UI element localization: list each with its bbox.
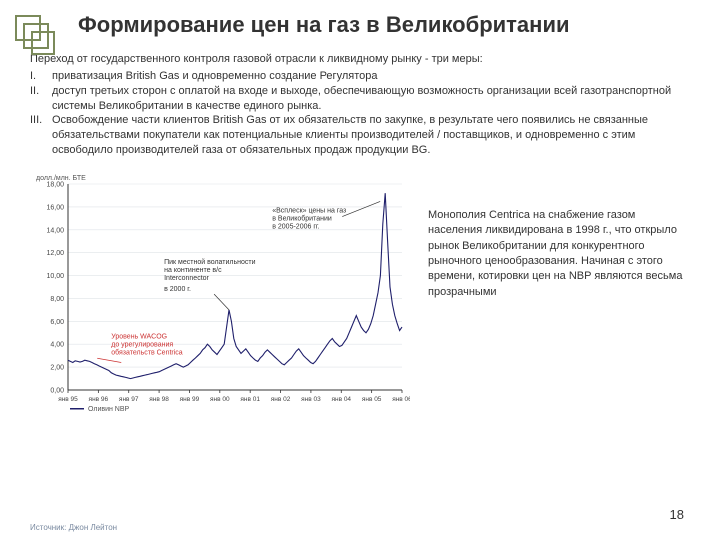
svg-text:янв 04: янв 04 — [331, 396, 351, 403]
svg-text:янв 05: янв 05 — [362, 396, 382, 403]
page-title: Формирование цен на газ в Великобритании — [78, 12, 690, 38]
svg-text:янв 99: янв 99 — [180, 396, 200, 403]
item-text: Освобождение части клиентов British Gas … — [52, 113, 690, 158]
item-num: I. — [30, 69, 48, 84]
svg-text:14,00: 14,00 — [46, 227, 64, 234]
svg-text:янв 97: янв 97 — [119, 396, 139, 403]
svg-text:4,00: 4,00 — [50, 342, 64, 349]
svg-text:янв 02: янв 02 — [271, 396, 291, 403]
item-row: III. Освобождение части клиентов British… — [30, 113, 690, 158]
side-paragraph: Монополия Centrica на снабжение газом на… — [428, 208, 690, 300]
item-row: I. приватизация British Gas и одновремен… — [30, 69, 690, 84]
intro-block: Переход от государственного контроля газ… — [30, 52, 690, 158]
svg-text:18,00: 18,00 — [46, 181, 64, 188]
item-num: III. — [30, 113, 48, 158]
svg-text:янв 95: янв 95 — [58, 396, 78, 403]
svg-text:Уровень WACOG: Уровень WACOG — [111, 333, 167, 340]
item-row: II. доступ третьих сторон с оплатой на в… — [30, 84, 690, 114]
svg-text:в 2000 г.: в 2000 г. — [164, 286, 191, 293]
svg-text:0,00: 0,00 — [50, 387, 64, 394]
lead-text: Переход от государственного контроля газ… — [30, 52, 690, 67]
svg-text:янв 96: янв 96 — [89, 396, 109, 403]
item-num: II. — [30, 84, 48, 114]
svg-text:Оливин NBP: Оливин NBP — [88, 406, 130, 413]
svg-text:10,00: 10,00 — [46, 273, 64, 280]
svg-text:на континенте в/с: на континенте в/с — [164, 267, 222, 274]
svg-text:до урегулирования: до урегулирования — [111, 341, 173, 348]
page-number: 18 — [670, 507, 684, 522]
svg-text:янв 01: янв 01 — [240, 396, 260, 403]
source-note: Источник: Джон Лейтон — [30, 523, 117, 532]
svg-text:12,00: 12,00 — [46, 250, 64, 257]
svg-text:6,00: 6,00 — [50, 319, 64, 326]
svg-text:янв 00: янв 00 — [210, 396, 230, 403]
item-text: приватизация British Gas и одновременно … — [52, 69, 377, 84]
svg-text:в Великобритании: в Великобритании — [272, 215, 332, 223]
svg-text:Пик местной волатильности: Пик местной волатильности — [164, 258, 255, 266]
svg-text:янв 98: янв 98 — [149, 396, 169, 403]
svg-text:8,00: 8,00 — [50, 296, 64, 303]
svg-text:Interconnector: Interconnector — [164, 275, 209, 282]
svg-text:обязательств Centrica: обязательств Centrica — [111, 348, 183, 356]
svg-text:16,00: 16,00 — [46, 204, 64, 211]
svg-text:в 2005-2006 гг.: в 2005-2006 гг. — [272, 224, 319, 231]
logo-icon — [14, 14, 56, 56]
price-chart: долл./млн. БТЕ0,002,004,006,008,0010,001… — [30, 168, 410, 418]
svg-text:янв 03: янв 03 — [301, 396, 321, 403]
item-text: доступ третьих сторон с оплатой на входе… — [52, 84, 690, 114]
svg-text:янв 06: янв 06 — [392, 396, 410, 403]
svg-text:«Всплеск» цены на газ: «Всплеск» цены на газ — [272, 208, 346, 215]
svg-text:2,00: 2,00 — [50, 365, 64, 372]
